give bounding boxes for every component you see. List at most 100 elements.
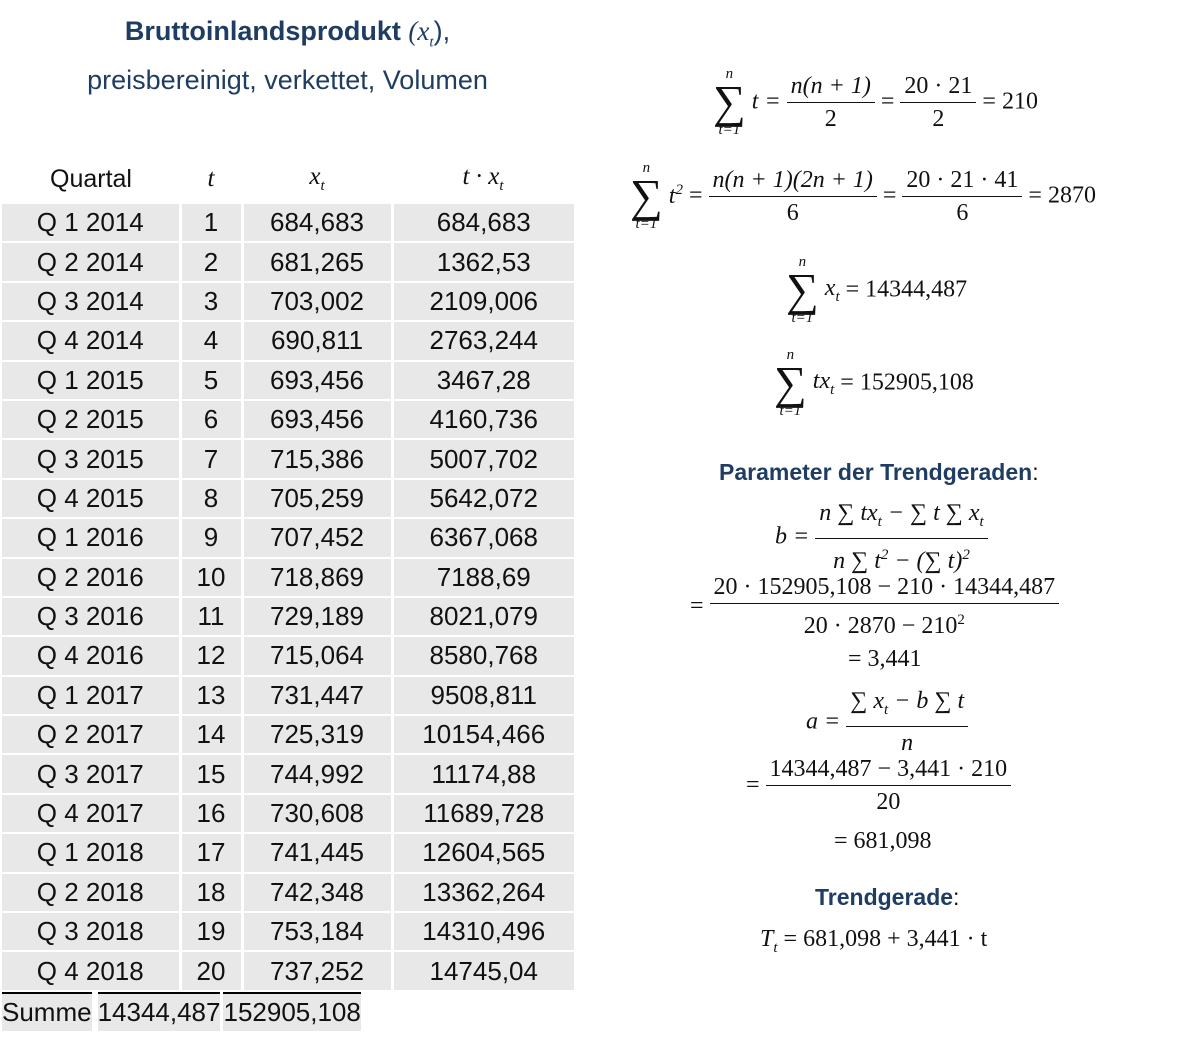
table-row: Q 4 2015 8 705,259 5642,072 bbox=[2, 478, 574, 520]
table-row: Q 3 2016 11 729,189 8021,079 bbox=[2, 596, 574, 638]
cell-x: 725,319 bbox=[242, 715, 394, 756]
cell-quartal: Q 4 2016 bbox=[2, 636, 182, 677]
table-row: Q 4 2018 20 737,252 14745,04 bbox=[2, 951, 574, 992]
cell-tx: 2763,244 bbox=[392, 321, 574, 362]
trend-heading: Trendgerade: bbox=[815, 884, 960, 910]
table-row: Q 3 2017 15 744,992 11174,88 bbox=[2, 754, 574, 795]
formula-b-result: = 3,441 bbox=[848, 646, 922, 672]
cell-x: 681,265 bbox=[242, 242, 394, 283]
formula-b: b = n ∑ txt − ∑ t ∑ xt n ∑ t2 − (∑ t)2 bbox=[775, 498, 988, 576]
header-tx: t · xt bbox=[462, 163, 504, 194]
header-quartal: Quartal bbox=[50, 164, 132, 193]
table-row: Q 1 2018 17 741,445 12604,565 bbox=[2, 833, 574, 874]
title-subtitle: preisbereinigt, verkettet, Volumen bbox=[87, 65, 488, 96]
page-title: Bruttoinlandsprodukt (xt), preisbereinig… bbox=[0, 12, 575, 99]
cell-quartal: Q 4 2018 bbox=[2, 951, 182, 992]
cell-t: 6 bbox=[180, 399, 244, 441]
table-sum-row: Summe 14344,487 152905,108 bbox=[2, 991, 361, 1034]
cell-tx: 1362,53 bbox=[392, 242, 574, 283]
cell-quartal: Q 2 2017 bbox=[2, 715, 182, 756]
cell-t: 9 bbox=[180, 518, 244, 559]
cell-x: 729,189 bbox=[242, 596, 394, 638]
sum-cell-tx: 152905,108 bbox=[221, 991, 361, 1034]
table-row: Q 2 2014 2 681,265 1362,53 bbox=[2, 242, 574, 283]
title-main: Bruttoinlandsprodukt bbox=[124, 16, 401, 46]
cell-quartal: Q 4 2014 bbox=[2, 321, 182, 362]
formula-sum-t2: n ∑ t=1 t2 = n(n + 1)(2n + 1) 6 = 20 · 21 ·… bbox=[630, 160, 1096, 232]
cell-t: 3 bbox=[180, 281, 244, 323]
formula-sum-x: n ∑ t=1 xt = 14344,487 bbox=[786, 254, 968, 326]
cell-t: 19 bbox=[180, 912, 244, 953]
cell-t: 20 bbox=[180, 951, 244, 992]
formula-trend: Tt = 681,098 + 3,441 · t bbox=[760, 926, 988, 956]
cell-tx: 9508,811 bbox=[392, 675, 574, 717]
cell-t: 8 bbox=[180, 478, 244, 520]
cell-x: 737,252 bbox=[242, 951, 394, 992]
cell-x: 690,811 bbox=[242, 321, 394, 362]
cell-tx: 11174,88 bbox=[392, 754, 574, 795]
parameter-heading: Parameter der Trendgeraden: bbox=[719, 459, 1039, 485]
table-row: Q 3 2014 3 703,002 2109,006 bbox=[2, 281, 574, 323]
formula-sum-t: n ∑ t=1 t = n(n + 1) 2 = 20 · 21 2 = 210 bbox=[713, 66, 1038, 138]
header-t: t bbox=[207, 165, 215, 192]
cell-tx: 14745,04 bbox=[392, 951, 574, 992]
cell-x: 753,184 bbox=[242, 912, 394, 953]
cell-tx: 6367,068 bbox=[392, 518, 574, 559]
cell-t: 11 bbox=[180, 596, 244, 638]
cell-x: 693,456 bbox=[242, 360, 394, 401]
cell-x: 707,452 bbox=[242, 518, 394, 559]
cell-x: 715,386 bbox=[242, 439, 394, 480]
cell-quartal: Q 3 2016 bbox=[2, 596, 182, 638]
sum-cell-t bbox=[93, 991, 98, 1034]
cell-t: 5 bbox=[180, 360, 244, 401]
table-row: Q 4 2016 12 715,064 8580,768 bbox=[2, 636, 574, 677]
cell-quartal: Q 3 2014 bbox=[2, 281, 182, 323]
title-symbol: (xt), bbox=[408, 16, 451, 51]
cell-quartal: Q 3 2018 bbox=[2, 912, 182, 953]
cell-x: 741,445 bbox=[242, 833, 394, 874]
table-row: Q 3 2015 7 715,386 5007,702 bbox=[2, 439, 574, 480]
cell-quartal: Q 2 2018 bbox=[2, 872, 182, 914]
cell-t: 18 bbox=[180, 872, 244, 914]
sum-cell-quartal: Summe bbox=[2, 991, 95, 1034]
table-row: Q 2 2015 6 693,456 4160,736 bbox=[2, 399, 574, 441]
cell-tx: 8580,768 bbox=[392, 636, 574, 677]
cell-tx: 10154,466 bbox=[392, 715, 574, 756]
cell-x: 705,259 bbox=[242, 478, 394, 520]
cell-tx: 8021,079 bbox=[392, 596, 574, 638]
cell-quartal: Q 3 2017 bbox=[2, 754, 182, 795]
cell-quartal: Q 4 2015 bbox=[2, 478, 182, 520]
cell-x: 742,348 bbox=[242, 872, 394, 914]
table-header-row: Quartal t xt t · xt bbox=[2, 154, 574, 204]
cell-x: 715,064 bbox=[242, 636, 394, 677]
cell-tx: 2109,006 bbox=[392, 281, 574, 323]
cell-quartal: Q 1 2017 bbox=[2, 675, 182, 717]
table-row: Q 4 2014 4 690,811 2763,244 bbox=[2, 321, 574, 362]
header-x: xt bbox=[309, 163, 325, 194]
table-row: Q 3 2018 19 753,184 14310,496 bbox=[2, 912, 574, 953]
table-row: Q 1 2017 13 731,447 9508,811 bbox=[2, 675, 574, 717]
cell-x: 731,447 bbox=[242, 675, 394, 717]
cell-t: 17 bbox=[180, 833, 244, 874]
formula-a-values: = 14344,487 − 3,441 · 210 20 bbox=[746, 754, 1012, 817]
table-row: Q 2 2017 14 725,319 10154,466 bbox=[2, 715, 574, 756]
table-row: Q 1 2015 5 693,456 3467,28 bbox=[2, 360, 574, 401]
formula-a: a = ∑ xt − b ∑ t n bbox=[806, 686, 969, 758]
table-row: Q 2 2016 10 718,869 7188,69 bbox=[2, 557, 574, 598]
cell-t: 12 bbox=[180, 636, 244, 677]
table-row: Q 1 2014 1 684,683 684,683 bbox=[2, 204, 574, 244]
cell-tx: 11689,728 bbox=[392, 793, 574, 835]
cell-t: 10 bbox=[180, 557, 244, 598]
cell-x: 693,456 bbox=[242, 399, 394, 441]
cell-t: 14 bbox=[180, 715, 244, 756]
formula-b-values: = 20 · 152905,108 − 210 · 14344,487 20 ·… bbox=[690, 572, 1060, 641]
cell-t: 15 bbox=[180, 754, 244, 795]
data-table: Quartal t xt t · xt Q 1 2014 1 684,683 684,… bbox=[2, 154, 574, 1034]
cell-quartal: Q 3 2015 bbox=[2, 439, 182, 480]
cell-x: 684,683 bbox=[242, 204, 394, 244]
cell-quartal: Q 2 2016 bbox=[2, 557, 182, 598]
cell-t: 4 bbox=[180, 321, 244, 362]
cell-quartal: Q 1 2014 bbox=[2, 204, 182, 244]
cell-x: 718,869 bbox=[242, 557, 394, 598]
table-row: Q 2 2018 18 742,348 13362,264 bbox=[2, 872, 574, 914]
